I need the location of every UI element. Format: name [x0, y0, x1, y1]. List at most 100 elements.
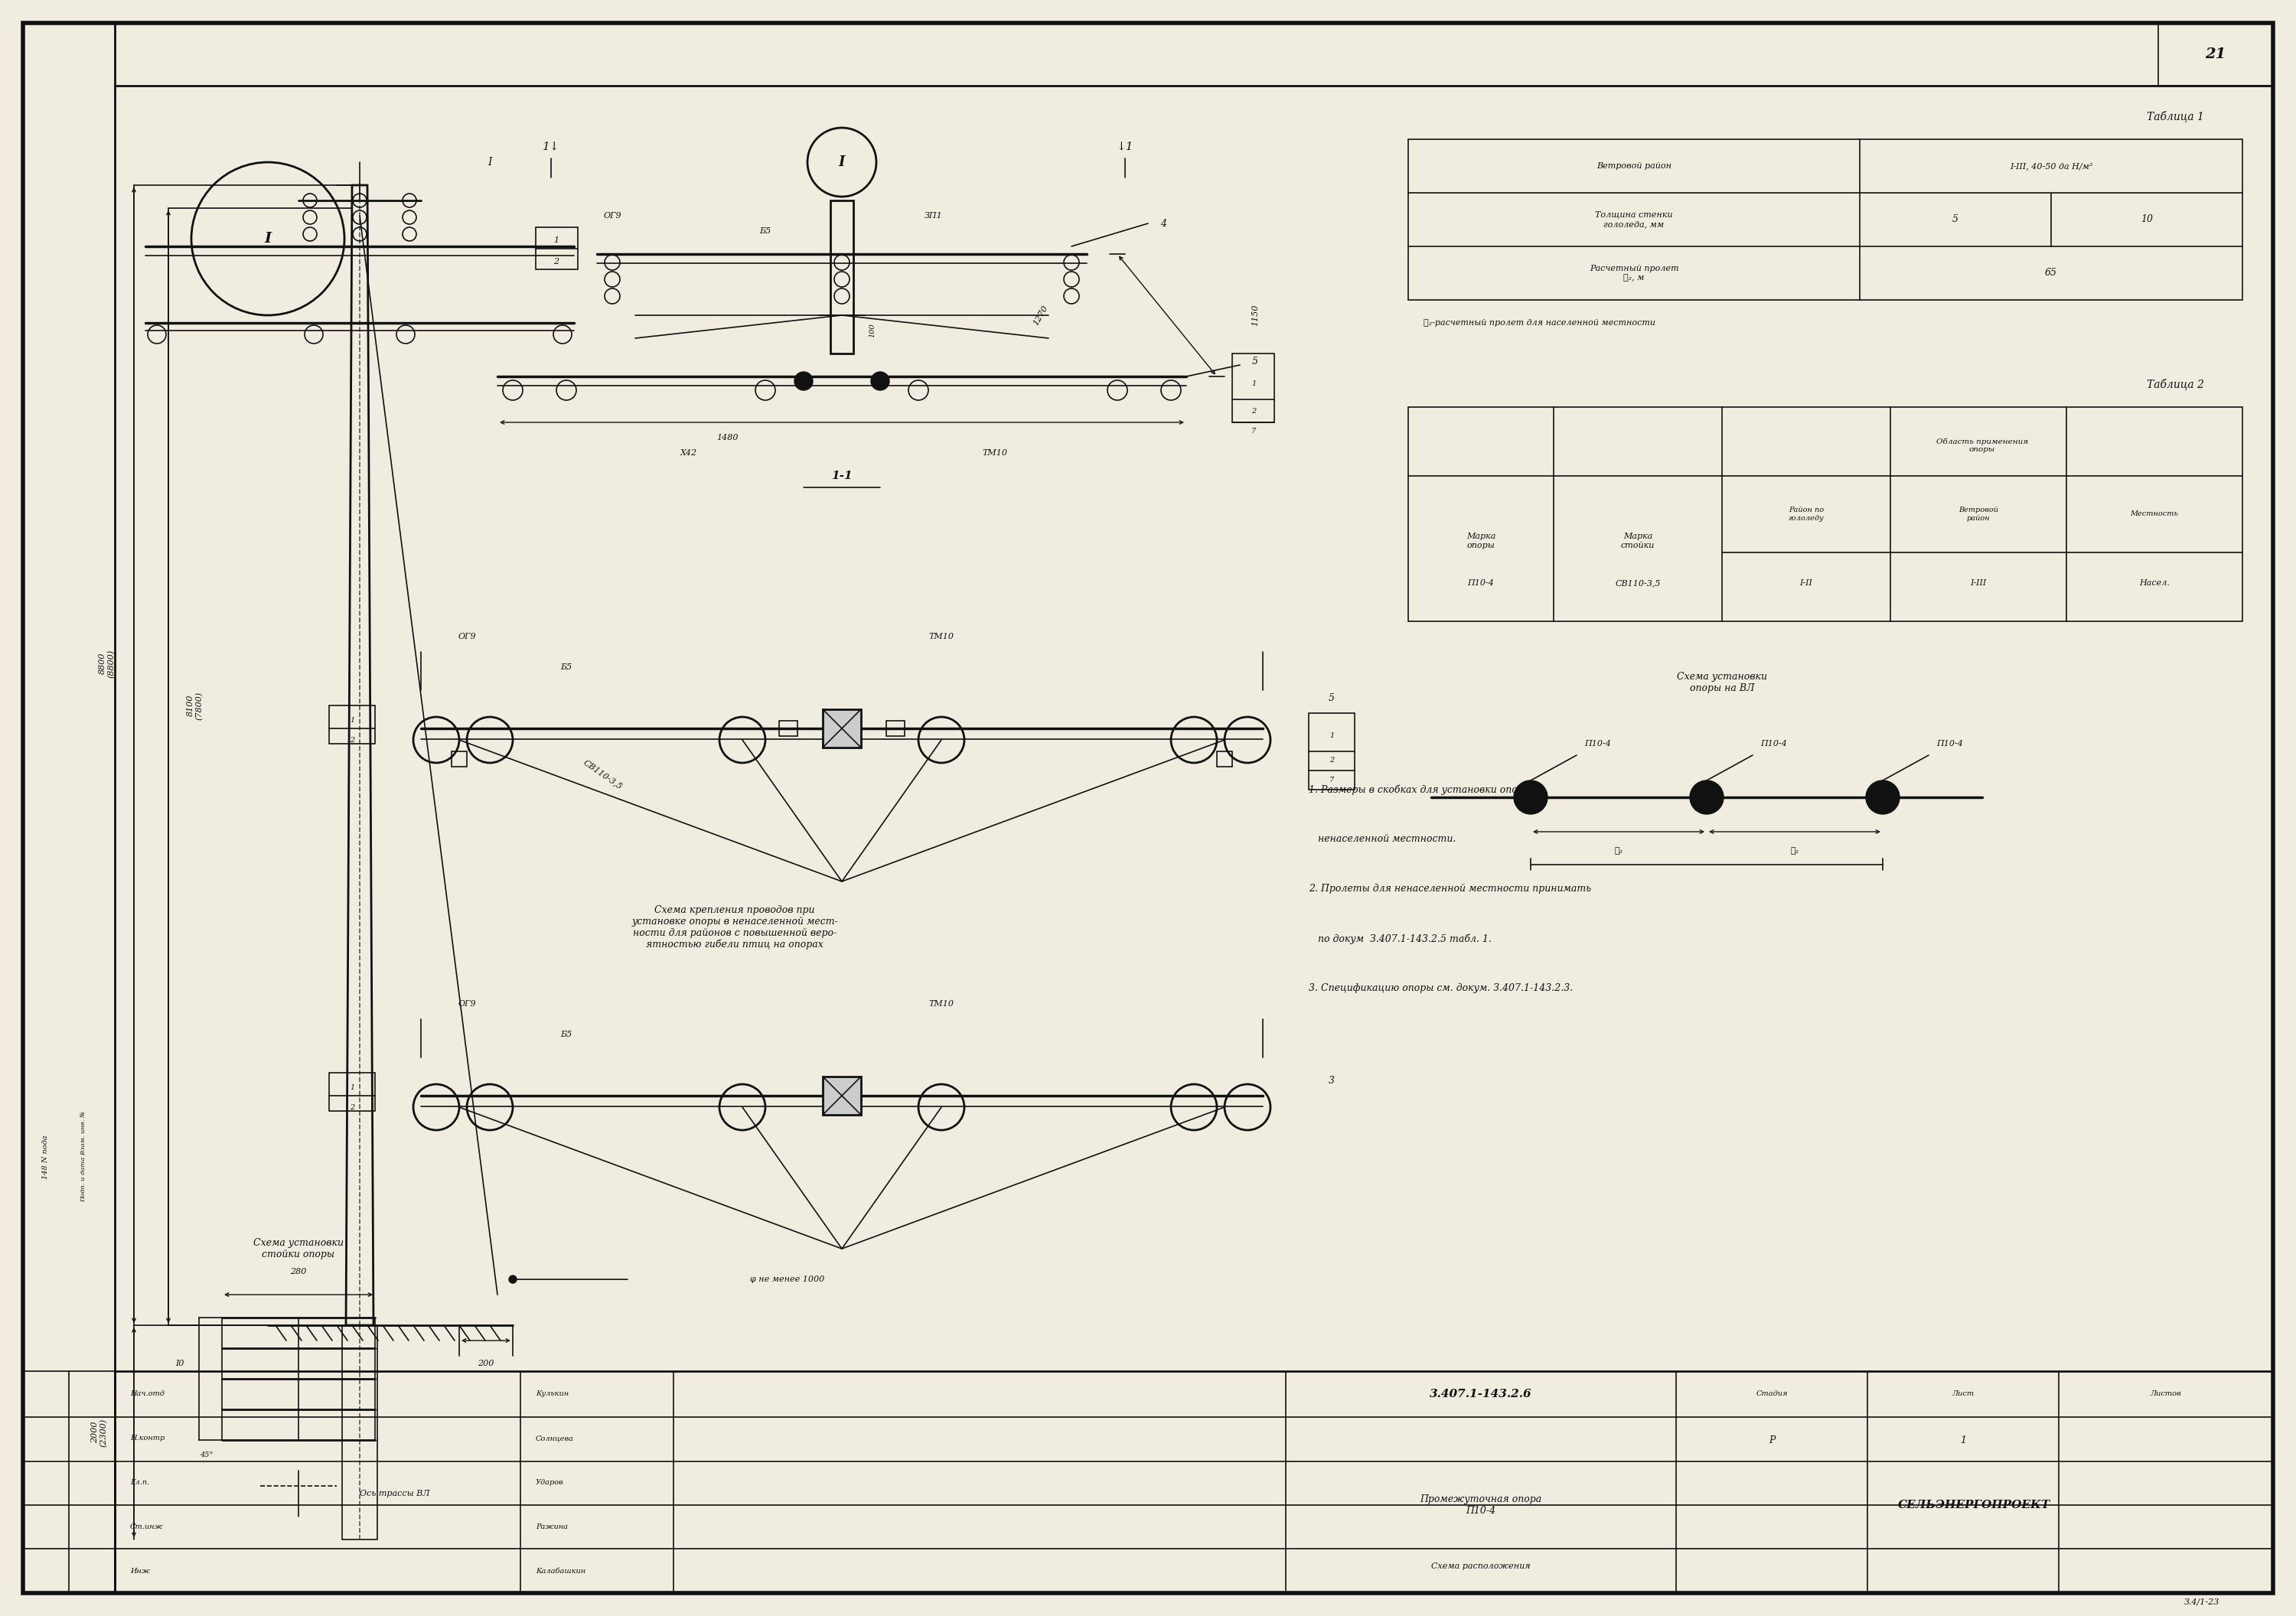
Circle shape [870, 372, 889, 389]
Text: Местность: Местность [2131, 511, 2179, 517]
Text: 7: 7 [1329, 777, 1334, 784]
Text: 1: 1 [1961, 1435, 1965, 1445]
Text: Схема установки
опоры на ВЛ: Схема установки опоры на ВЛ [1676, 672, 1768, 693]
Text: I-III, 40-50 да Н/м²: I-III, 40-50 да Н/м² [2009, 162, 2092, 170]
Bar [1309, 713, 1355, 790]
Text: 2: 2 [553, 259, 560, 265]
Text: ТМ10: ТМ10 [983, 449, 1008, 457]
Bar [1407, 139, 2243, 301]
Text: 148 N пода: 148 N пода [41, 1134, 51, 1180]
Bar [1217, 751, 1233, 766]
Text: Ст.инж: Ст.инж [131, 1524, 163, 1530]
Text: Подп. и дата Взам. инв. №: Подп. и дата Взам. инв. № [80, 1112, 87, 1202]
Text: 1270: 1270 [1033, 304, 1049, 326]
Bar [535, 228, 579, 270]
Text: ненаселенной местности.: ненаселенной местности. [1309, 834, 1456, 844]
Bar [328, 1073, 374, 1112]
Text: Н.контр: Н.контр [131, 1435, 165, 1441]
Text: Гл.п.: Гл.п. [131, 1479, 149, 1487]
Bar [328, 706, 374, 743]
Text: Толщина стенки
гололеда, мм: Толщина стенки гололеда, мм [1596, 212, 1674, 228]
Text: I: I [487, 157, 491, 168]
Text: 1: 1 [349, 718, 354, 724]
Text: 1480: 1480 [716, 433, 737, 441]
Bar [1407, 407, 2243, 621]
Text: Листов: Листов [2151, 1391, 2181, 1398]
Text: 1150: 1150 [1251, 304, 1258, 326]
Text: 8100
(7800): 8100 (7800) [186, 692, 204, 719]
Text: 8800
(8800): 8800 (8800) [99, 650, 115, 677]
Text: ЗП1: ЗП1 [925, 212, 944, 220]
Circle shape [1867, 781, 1899, 814]
Text: Б5: Б5 [560, 1031, 572, 1039]
Text: 65: 65 [2046, 268, 2057, 278]
Bar [886, 721, 905, 735]
Text: 3: 3 [1329, 1075, 1334, 1086]
Text: 5: 5 [1329, 693, 1334, 703]
Text: 2: 2 [1251, 407, 1256, 414]
Text: ℓ₂: ℓ₂ [1614, 847, 1623, 855]
Text: 45°: 45° [200, 1451, 214, 1459]
Circle shape [1513, 781, 1548, 814]
Text: I-III: I-III [1970, 579, 1986, 587]
Text: Ражина: Ражина [535, 1524, 567, 1530]
Text: 2000
(2300): 2000 (2300) [92, 1419, 108, 1446]
Text: Солнцева: Солнцева [535, 1435, 574, 1441]
Text: 200: 200 [478, 1359, 494, 1367]
Text: Х42: Х42 [680, 449, 698, 457]
Text: Лист: Лист [1952, 1391, 1975, 1398]
Bar [1233, 354, 1274, 422]
Text: П10-4: П10-4 [1936, 740, 1963, 748]
Text: Ветровой район: Ветровой район [1596, 162, 1671, 170]
Text: 1: 1 [1329, 732, 1334, 740]
Text: I: I [838, 155, 845, 170]
Text: Марка
опоры: Марка опоры [1467, 533, 1495, 549]
Text: ОГ9: ОГ9 [457, 1000, 475, 1008]
Bar [778, 721, 797, 735]
Text: Схема крепления проводов при
установке опоры в ненаселенной мест-
ности для райо: Схема крепления проводов при установке о… [631, 905, 838, 950]
Text: 1↓: 1↓ [542, 142, 560, 152]
Text: 2: 2 [349, 737, 354, 743]
Text: Калабашкин: Калабашкин [535, 1568, 585, 1576]
Text: 7: 7 [1251, 428, 1256, 435]
Text: 1: 1 [553, 236, 560, 244]
Text: 2. Пролеты для ненаселенной местности принимать: 2. Пролеты для ненаселенной местности пр… [1309, 884, 1591, 894]
Text: СВ110-3,5: СВ110-3,5 [581, 758, 622, 790]
Text: Таблица 2: Таблица 2 [2147, 378, 2204, 389]
Text: СЕЛЬЭНЕРГОПРОЕКТ: СЕЛЬЭНЕРГОПРОЕКТ [1899, 1500, 2050, 1511]
Text: ОГ9: ОГ9 [604, 212, 622, 220]
Text: ℓ₂: ℓ₂ [1791, 847, 1800, 855]
Text: Промежуточная опора
П10-4: Промежуточная опора П10-4 [1419, 1495, 1543, 1516]
Text: 4: 4 [1159, 218, 1166, 228]
Circle shape [510, 1275, 517, 1283]
Text: ТМ10: ТМ10 [928, 633, 955, 640]
Text: Район по
гололеду: Район по гололеду [1789, 507, 1823, 522]
Text: ↓1: ↓1 [1116, 142, 1134, 152]
Text: 280: 280 [289, 1269, 308, 1275]
Text: φ не менее 1000: φ не менее 1000 [751, 1275, 824, 1283]
Text: 2: 2 [1329, 758, 1334, 764]
Text: Ударов: Ударов [535, 1479, 565, 1487]
Text: 1. Размеры в скобках для установки опоры в: 1. Размеры в скобках для установки опоры… [1309, 784, 1541, 795]
Text: СВ110-3,5: СВ110-3,5 [1614, 579, 1660, 587]
Text: Ось трассы ВЛ: Ось трассы ВЛ [360, 1490, 429, 1498]
Text: П10-4: П10-4 [1467, 579, 1495, 587]
Text: Область применения
опоры: Область применения опоры [1936, 438, 2027, 452]
Text: 3. Спецификацию опоры см. докум. З.407.1-143.2.3.: 3. Спецификацию опоры см. докум. З.407.1… [1309, 984, 1573, 994]
Bar [115, 1370, 2273, 1593]
Text: по докум  З.407.1-143.2.5 табл. 1.: по докум З.407.1-143.2.5 табл. 1. [1309, 934, 1492, 944]
Text: Кулькин: Кулькин [535, 1391, 569, 1398]
Text: Марка
стойки: Марка стойки [1621, 533, 1655, 549]
Text: 5: 5 [1251, 356, 1258, 367]
Text: I-II: I-II [1800, 579, 1812, 587]
Text: 21: 21 [2204, 47, 2227, 61]
Text: 2: 2 [349, 1104, 354, 1110]
Text: I: I [264, 231, 271, 246]
Circle shape [794, 372, 813, 389]
Text: Р: Р [1768, 1435, 1775, 1445]
Bar [831, 200, 854, 354]
Text: I0: I0 [174, 1359, 184, 1367]
Text: ОГ9: ОГ9 [457, 633, 475, 640]
Text: Расчетный пролет
ℓ₂, м: Расчетный пролет ℓ₂, м [1589, 265, 1678, 281]
Text: ТМ10: ТМ10 [928, 1000, 955, 1008]
